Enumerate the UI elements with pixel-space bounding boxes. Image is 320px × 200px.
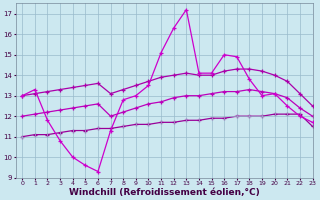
X-axis label: Windchill (Refroidissement éolien,°C): Windchill (Refroidissement éolien,°C) <box>69 188 260 197</box>
